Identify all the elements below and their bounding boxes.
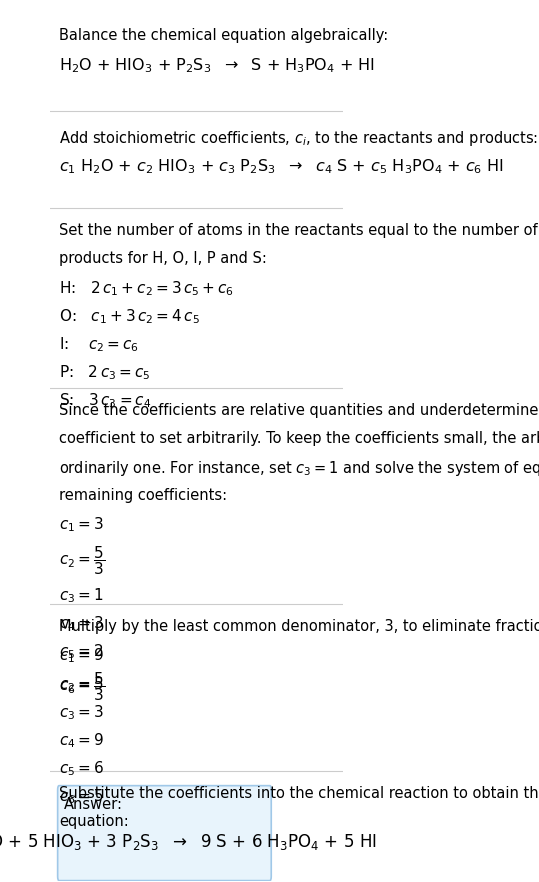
Text: $c_3 = 3$: $c_3 = 3$: [59, 703, 104, 721]
Text: Answer:: Answer:: [64, 797, 122, 812]
Text: Set the number of atoms in the reactants equal to the number of atoms in the: Set the number of atoms in the reactants…: [59, 223, 539, 238]
Text: Substitute the coefficients into the chemical reaction to obtain the balanced: Substitute the coefficients into the che…: [59, 786, 539, 801]
Text: $c_5 = 6$: $c_5 = 6$: [59, 759, 104, 778]
Text: Balance the chemical equation algebraically:: Balance the chemical equation algebraica…: [59, 27, 389, 42]
Text: $c_6 = 5$: $c_6 = 5$: [59, 788, 104, 806]
Text: O:   $c_1 + 3\,c_2 = 4\,c_5$: O: $c_1 + 3\,c_2 = 4\,c_5$: [59, 307, 200, 326]
Text: $c_3 = 1$: $c_3 = 1$: [59, 586, 103, 605]
Text: $c_4 = 3$: $c_4 = 3$: [59, 614, 104, 633]
Text: $c_1 = 9$: $c_1 = 9$: [59, 647, 104, 665]
Text: equation:: equation:: [59, 814, 129, 829]
FancyBboxPatch shape: [58, 786, 271, 880]
Text: $c_4 = 9$: $c_4 = 9$: [59, 731, 104, 750]
Text: Multiply by the least common denominator, 3, to eliminate fractional coefficient: Multiply by the least common denominator…: [59, 618, 539, 633]
Text: Since the coefficients are relative quantities and underdetermined, choose a: Since the coefficients are relative quan…: [59, 403, 539, 418]
Text: products for H, O, I, P and S:: products for H, O, I, P and S:: [59, 251, 267, 266]
Text: $c_1$ H$_2$O + $c_2$ HIO$_3$ + $c_3$ P$_2$S$_3$  $\rightarrow$  $c_4$ S + $c_5$ : $c_1$ H$_2$O + $c_2$ HIO$_3$ + $c_3$ P$_…: [59, 157, 504, 176]
Text: Add stoichiometric coefficients, $c_i$, to the reactants and products:: Add stoichiometric coefficients, $c_i$, …: [59, 129, 538, 148]
Text: ordinarily one. For instance, set $c_3 = 1$ and solve the system of equations fo: ordinarily one. For instance, set $c_3 =…: [59, 460, 539, 478]
Text: remaining coefficients:: remaining coefficients:: [59, 488, 227, 503]
Text: $c_5 = 2$: $c_5 = 2$: [59, 642, 103, 661]
Text: H$_2$O + HIO$_3$ + P$_2$S$_3$  $\rightarrow$  S + H$_3$PO$_4$ + HI: H$_2$O + HIO$_3$ + P$_2$S$_3$ $\rightarr…: [59, 56, 375, 75]
Text: coefficient to set arbitrarily. To keep the coefficients small, the arbitrary va: coefficient to set arbitrarily. To keep …: [59, 431, 539, 446]
Text: H:   $2\,c_1 + c_2 = 3\,c_5 + c_6$: H: $2\,c_1 + c_2 = 3\,c_5 + c_6$: [59, 280, 234, 298]
Text: $c_1 = 3$: $c_1 = 3$: [59, 516, 104, 534]
Text: I:    $c_2 = c_6$: I: $c_2 = c_6$: [59, 335, 139, 355]
Text: S:   $3\,c_3 = c_4$: S: $3\,c_3 = c_4$: [59, 392, 151, 410]
Text: $c_6 = \dfrac{5}{3}$: $c_6 = \dfrac{5}{3}$: [59, 670, 105, 703]
Text: $c_2 = \dfrac{5}{3}$: $c_2 = \dfrac{5}{3}$: [59, 544, 105, 577]
Text: $c_2 = 5$: $c_2 = 5$: [59, 675, 104, 693]
Text: P:   $2\,c_3 = c_5$: P: $2\,c_3 = c_5$: [59, 363, 150, 382]
Text: 9 H$_2$O + 5 HIO$_3$ + 3 P$_2$S$_3$  $\rightarrow$  9 S + 6 H$_3$PO$_4$ + 5 HI: 9 H$_2$O + 5 HIO$_3$ + 3 P$_2$S$_3$ $\ri…: [0, 832, 376, 852]
